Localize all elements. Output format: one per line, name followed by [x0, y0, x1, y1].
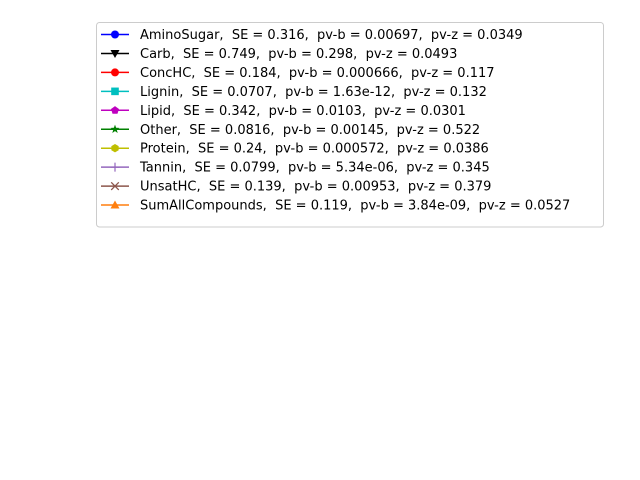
- legend-entry: UnsatHC, SE = 0.139, pv-b = 0.00953, pv-…: [101, 180, 491, 195]
- legend-label: Lignin, SE = 0.0707, pv-b = 1.63e-12, pv…: [140, 85, 487, 100]
- legend-label: Other, SE = 0.0816, pv-b = 0.00145, pv-z…: [140, 123, 480, 138]
- legend-label: ConcHC, SE = 0.184, pv-b = 0.000666, pv-…: [140, 66, 495, 81]
- legend-label: UnsatHC, SE = 0.139, pv-b = 0.00953, pv-…: [140, 180, 491, 195]
- legend-label: Carb, SE = 0.749, pv-b = 0.298, pv-z = 0…: [140, 47, 457, 62]
- legend-entry: Carb, SE = 0.749, pv-b = 0.298, pv-z = 0…: [101, 47, 457, 62]
- legend-label: Lipid, SE = 0.342, pv-b = 0.0103, pv-z =…: [140, 104, 466, 119]
- legend-marker-circle: [111, 68, 119, 77]
- legend-entry: SumAllCompounds, SE = 0.119, pv-b = 3.84…: [101, 199, 570, 214]
- legend-frame: [96, 22, 604, 228]
- legend-marker-x-b: [110, 181, 120, 191]
- legend-label: Protein, SE = 0.24, pv-b = 0.000572, pv-…: [140, 142, 489, 157]
- legend-marker-triangle-up: [110, 200, 120, 209]
- legend-entry: Protein, SE = 0.24, pv-b = 0.000572, pv-…: [101, 142, 489, 157]
- legend-label: AminoSugar, SE = 0.316, pv-b = 0.00697, …: [140, 28, 523, 43]
- legend-entry: Lipid, SE = 0.342, pv-b = 0.0103, pv-z =…: [101, 104, 466, 119]
- legend: AminoSugar, SE = 0.316, pv-b = 0.00697, …: [96, 22, 604, 228]
- legend-marker-triangle-down: [110, 49, 120, 58]
- legend-entry: Lignin, SE = 0.0707, pv-b = 1.63e-12, pv…: [101, 85, 487, 100]
- legend-entry: Tannin, SE = 0.0799, pv-b = 5.34e-06, pv…: [101, 161, 490, 176]
- legend-marker-square: [111, 87, 119, 96]
- legend-entry: Other, SE = 0.0816, pv-b = 0.00145, pv-z…: [101, 123, 480, 138]
- legend-label: SumAllCompounds, SE = 0.119, pv-b = 3.84…: [140, 199, 570, 214]
- legend-marker-hexagon: [111, 144, 119, 153]
- legend-marker-x: [110, 181, 120, 191]
- legend-marker-plus: [110, 162, 120, 172]
- legend-entry: ConcHC, SE = 0.184, pv-b = 0.000666, pv-…: [101, 66, 495, 81]
- legend-marker-star: [110, 124, 120, 133]
- legend-label: Tannin, SE = 0.0799, pv-b = 5.34e-06, pv…: [139, 161, 490, 176]
- legend-entry: AminoSugar, SE = 0.316, pv-b = 0.00697, …: [101, 28, 523, 43]
- legend-marker-circle: [111, 30, 119, 39]
- legend-marker-pentagon: [111, 106, 119, 114]
